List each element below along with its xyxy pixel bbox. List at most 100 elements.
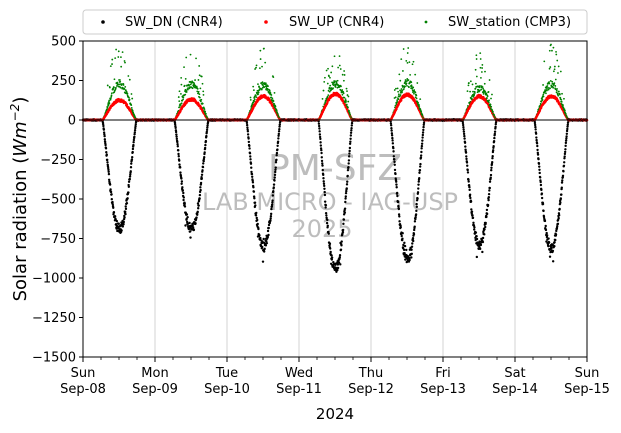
sw-station-point: [177, 96, 180, 98]
sw-dn-point: [557, 216, 560, 220]
sw-dn-point: [479, 247, 482, 251]
sw-station-point: [110, 94, 113, 97]
sw-dn-point: [418, 169, 422, 172]
sw-dn-point: [267, 233, 270, 237]
sw-dn-point: [539, 176, 542, 179]
sw-station-point: [178, 100, 181, 102]
sw-station-point: [393, 89, 396, 91]
sw-dn-point: [535, 138, 538, 142]
sw-station-point: [181, 99, 184, 102]
sw-dn-point: [391, 136, 394, 140]
sw-dn-point: [348, 142, 352, 145]
sw-station-point: [394, 96, 397, 99]
sw-dn-point: [461, 123, 465, 127]
sw-dn-point: [344, 197, 347, 200]
sw-station-point: [541, 98, 544, 101]
sw-station-point: [421, 114, 424, 117]
sw-dn-point: [274, 168, 277, 171]
sw-station-point: [478, 89, 481, 92]
sw-station-point: [491, 93, 493, 96]
sw-dn-point: [121, 225, 125, 228]
sw-dn-point: [321, 162, 324, 165]
sw-dn-point: [107, 168, 110, 172]
sw-dn-point: [390, 129, 393, 132]
sw-dn-point: [350, 121, 354, 125]
watermark-line-2: LAB MICRO - IAG-USP: [202, 188, 458, 216]
sw-dn-point: [419, 156, 423, 159]
sw-station-point: [110, 96, 112, 99]
sw-station-point: [264, 82, 267, 85]
sw-station-point: [482, 87, 484, 90]
sw-station-point: [490, 105, 493, 108]
sw-dn-point: [113, 215, 117, 218]
sw-dn-point: [321, 168, 324, 172]
sw-station-point: [339, 68, 342, 70]
sw-station-point: [193, 82, 196, 85]
sw-station-point: [126, 92, 129, 95]
sw-dn-point: [245, 123, 249, 127]
sw-station-point: [488, 99, 490, 102]
sw-dn-point: [320, 148, 323, 152]
sw-dn-point: [533, 123, 537, 127]
sw-station-point: [395, 87, 397, 90]
sw-station-point: [204, 110, 207, 113]
sw-dn-point: [325, 214, 328, 217]
sw-dn-point: [177, 152, 180, 156]
sw-station-point: [558, 90, 560, 93]
sw-dn-point: [492, 144, 495, 148]
sw-dn-point: [107, 170, 110, 173]
sw-dn-point: [323, 184, 326, 188]
sw-dn-point: [196, 213, 199, 216]
sw-dn-point: [466, 168, 469, 172]
sw-dn-point: [559, 197, 563, 200]
sw-station-point: [179, 106, 181, 108]
sw-dn-point: [176, 140, 179, 144]
sw-station-point: [327, 94, 330, 97]
sw-dn-point: [250, 170, 253, 174]
sw-dn-point: [467, 180, 470, 183]
sw-dn-point: [264, 244, 268, 247]
sw-dn-point: [263, 247, 266, 251]
sw-station-point: [347, 106, 349, 109]
sw-station-point: [557, 72, 559, 74]
sw-station-point: [542, 93, 545, 96]
sw-station-point: [348, 109, 350, 112]
sw-station-point: [559, 70, 562, 73]
sw-dn-point: [200, 177, 203, 180]
sw-dn-point: [346, 180, 349, 183]
sw-dn-point: [534, 125, 537, 129]
sw-dn-point: [413, 225, 416, 228]
sw-dn-point: [410, 248, 413, 251]
sw-dn-point: [468, 193, 472, 196]
sw-station-point: [183, 66, 185, 68]
sw-station-point: [344, 98, 347, 101]
sw-dn-point: [553, 244, 556, 248]
sw-dn-point: [348, 146, 352, 150]
sw-dn-point: [115, 219, 119, 223]
sw-dn-point: [463, 137, 466, 140]
sw-station-point: [182, 96, 185, 99]
sw-dn-point: [535, 136, 538, 139]
sw-station-point: [120, 65, 123, 68]
sw-station-point: [130, 93, 133, 95]
sw-dn-point: [324, 211, 328, 215]
sw-dn-point: [349, 134, 353, 137]
sw-dn-point: [412, 232, 416, 236]
sw-station-point: [113, 78, 116, 81]
sw-station-point: [255, 66, 257, 69]
sw-station-point: [197, 92, 200, 95]
sw-station-point: [124, 85, 127, 88]
sw-dn-point: [204, 139, 208, 143]
sw-dn-point: [493, 136, 496, 140]
sw-station-point: [338, 64, 341, 67]
sw-dn-point: [114, 222, 118, 226]
sw-station-point: [114, 57, 117, 59]
sw-dn-point: [341, 230, 345, 234]
sw-dn-point: [127, 191, 130, 194]
sw-dn-point: [422, 121, 426, 125]
sw-station-point: [119, 80, 122, 83]
sw-dn-point: [107, 166, 110, 170]
watermark-line-1: PM-SFZ: [268, 148, 402, 189]
sw-station-point: [553, 82, 556, 85]
sw-dn-point: [465, 157, 468, 161]
